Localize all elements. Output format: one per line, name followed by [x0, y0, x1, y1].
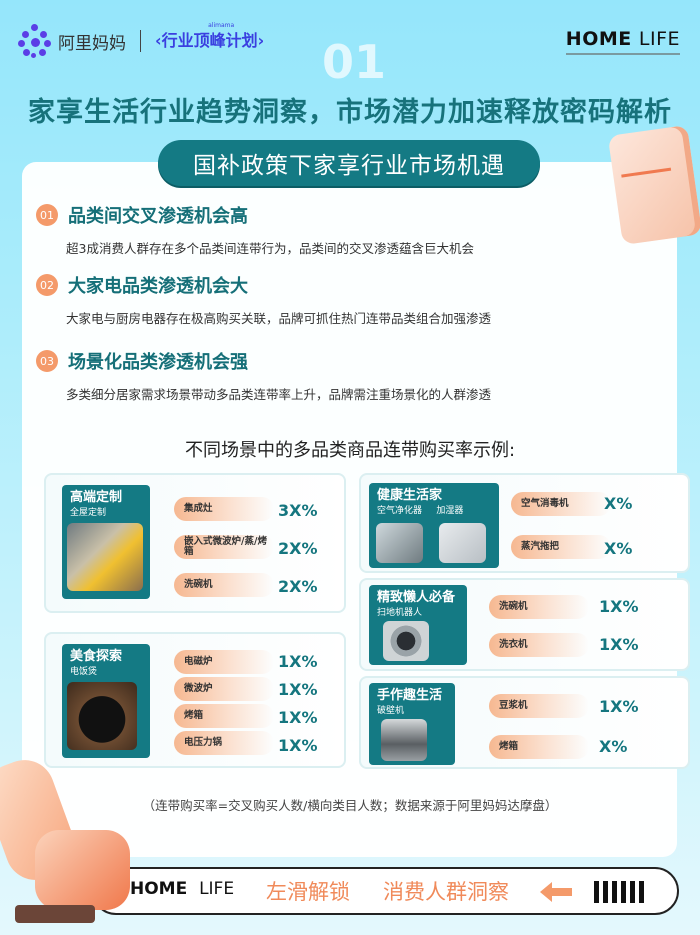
- section-desc: 多类细分居家需求场景带动多品类连带率上升，品牌需注重场景化的人群渗透: [66, 387, 492, 402]
- brand-name: 阿里妈妈: [58, 33, 126, 54]
- scene-card: 健康生活家 空气净化器 加湿器 空气消毒机 X% 蒸汽拖把 X%: [359, 473, 690, 573]
- item-tag: 蒸汽拖把: [511, 535, 611, 559]
- number-badge: 01: [36, 204, 58, 226]
- item-tag: 洗碗机: [489, 595, 589, 619]
- rate-value: X%: [604, 539, 633, 558]
- scene-sub: 电饭煲: [70, 667, 98, 677]
- item-tag: 嵌入式微波炉/蒸/烤箱: [174, 535, 274, 559]
- item-tag: 电压力锅: [174, 731, 274, 755]
- swipe-bar[interactable]: [92, 867, 679, 915]
- scene-card: 高端定制全屋定制 集成灶 3X% 嵌入式微波炉/蒸/烤箱 2X% 洗碗机 2X%: [44, 473, 346, 613]
- rate-value: 1X%: [278, 708, 318, 727]
- item-tag: 集成灶: [174, 497, 274, 521]
- section-heading: 场景化品类渗透机会强: [68, 352, 248, 373]
- rate-value: 2X%: [278, 539, 318, 558]
- item-tag: 洗衣机: [489, 633, 589, 657]
- divider: [140, 30, 141, 52]
- rate-value: 1X%: [599, 697, 639, 716]
- home-life-label: HOME LIFE: [565, 28, 680, 55]
- scene-sub: 扫地机器人: [377, 608, 423, 618]
- rice-cooker-image: [67, 682, 137, 750]
- section-number: 01: [322, 35, 387, 89]
- fridge-illustration: [607, 124, 700, 246]
- rate-value: 1X%: [599, 635, 639, 654]
- scene-title: 高端定制: [70, 490, 123, 505]
- section-desc: 大家电与厨房电器存在极高购买关联，品牌可抓住热门连带品类组合加强渗透: [66, 311, 492, 326]
- robot-vacuum-image: [383, 621, 429, 661]
- blender-image: [381, 719, 427, 761]
- page-title: 家享生活行业趋势洞察，市场潜力加速释放密码解析: [28, 97, 672, 128]
- section-1: 01 品类间交叉渗透机会高 超3成消费人群存在多个品类间连带行为，品类间的交叉渗透…: [36, 202, 474, 257]
- section-heading: 品类间交叉渗透机会高: [68, 206, 248, 227]
- item-tag: 烤箱: [174, 704, 274, 728]
- life-word: LIFE: [638, 28, 680, 50]
- rate-value: 3X%: [278, 501, 318, 520]
- scene-sub: 空气净化器 加湿器: [377, 506, 464, 516]
- item-tag: 微波炉: [174, 677, 274, 701]
- kitchen-image: [67, 523, 143, 591]
- scene-sub: 全屋定制: [70, 508, 107, 518]
- item-tag: 豆浆机: [489, 694, 589, 718]
- section-pill: 国补政策下家享行业市场机遇: [158, 140, 540, 186]
- scene-card: 精致懒人必备扫地机器人 洗碗机 1X% 洗衣机 1X%: [359, 578, 690, 671]
- rate-value: 1X%: [278, 680, 318, 699]
- rate-value: X%: [604, 494, 633, 513]
- alimama-logo: 阿里妈妈 alimama ‹行业顶峰计划›: [18, 22, 265, 58]
- rate-value: X%: [599, 737, 628, 756]
- section-2: 02 大家电品类渗透机会大 大家电与厨房电器存在极高购买关联，品牌可抓住热门连带品…: [36, 272, 491, 327]
- home-word: HOME: [565, 28, 632, 50]
- number-badge: 03: [36, 350, 58, 372]
- scene-title: 健康生活家: [377, 488, 443, 503]
- scene-card: 手作趣生活破壁机 豆浆机 1X% 烤箱 X%: [359, 676, 690, 769]
- section-heading: 大家电品类渗透机会大: [68, 276, 248, 297]
- scene-tile: 手作趣生活 破壁机: [369, 683, 455, 765]
- alimama-logo-icon: [18, 24, 52, 58]
- item-tag: 空气消毒机: [511, 492, 611, 516]
- scene-title: 美食探索: [70, 649, 123, 664]
- rate-value: 1X%: [278, 736, 318, 755]
- scene-tile: 精致懒人必备扫地机器人: [369, 585, 467, 665]
- examples-heading: 不同场景中的多品类商品连带购买率示例:: [184, 440, 516, 461]
- plan-small: alimama: [208, 22, 235, 29]
- plan-label: alimama ‹行业顶峰计划›: [155, 22, 265, 51]
- swipe-unlock-label: 左滑解锁: [266, 880, 350, 904]
- item-tag: 烤箱: [489, 735, 589, 759]
- data-source-note: （连带购买率=交叉购买人数/横向类目人数；数据来源于阿里妈妈达摩盘）: [142, 798, 558, 813]
- air-purifier-image: [376, 523, 423, 563]
- scene-tile: 高端定制 全屋定制: [62, 485, 150, 599]
- number-badge: 02: [36, 274, 58, 296]
- footer-home-life: HOME LIFE: [130, 879, 235, 899]
- humidifier-image: [439, 523, 486, 563]
- massage-chair-illustration: [0, 751, 135, 930]
- next-page-label: 消费人群洞察: [383, 880, 509, 904]
- scene-title: 手作趣生活: [377, 688, 443, 703]
- item-tag: 电磁炉: [174, 650, 274, 674]
- section-desc: 超3成消费人群存在多个品类间连带行为，品类间的交叉渗透蕴含巨大机会: [66, 241, 474, 256]
- stripes-icon: [594, 881, 644, 903]
- item-tag: 洗碗机: [174, 573, 274, 597]
- scene-tile: 美食探索 电饭煲: [62, 644, 150, 758]
- section-3: 03 场景化品类渗透机会强 多类细分居家需求场景带动多品类连带率上升，品牌需注重场…: [36, 348, 491, 403]
- plan-text: ‹行业顶峰计划›: [155, 31, 265, 50]
- scene-tile: 健康生活家 空气净化器 加湿器: [369, 483, 499, 568]
- scene-card: 美食探索电饭煲 电磁炉 1X% 微波炉 1X% 烤箱 1X% 电压力锅 1X%: [44, 632, 346, 768]
- scene-title: 精致懒人必备: [377, 590, 456, 605]
- arrow-left-icon: [540, 882, 572, 902]
- rate-value: 2X%: [278, 577, 318, 596]
- rate-value: 1X%: [599, 597, 639, 616]
- scene-sub: 破壁机: [377, 706, 405, 716]
- rate-value: 1X%: [278, 652, 318, 671]
